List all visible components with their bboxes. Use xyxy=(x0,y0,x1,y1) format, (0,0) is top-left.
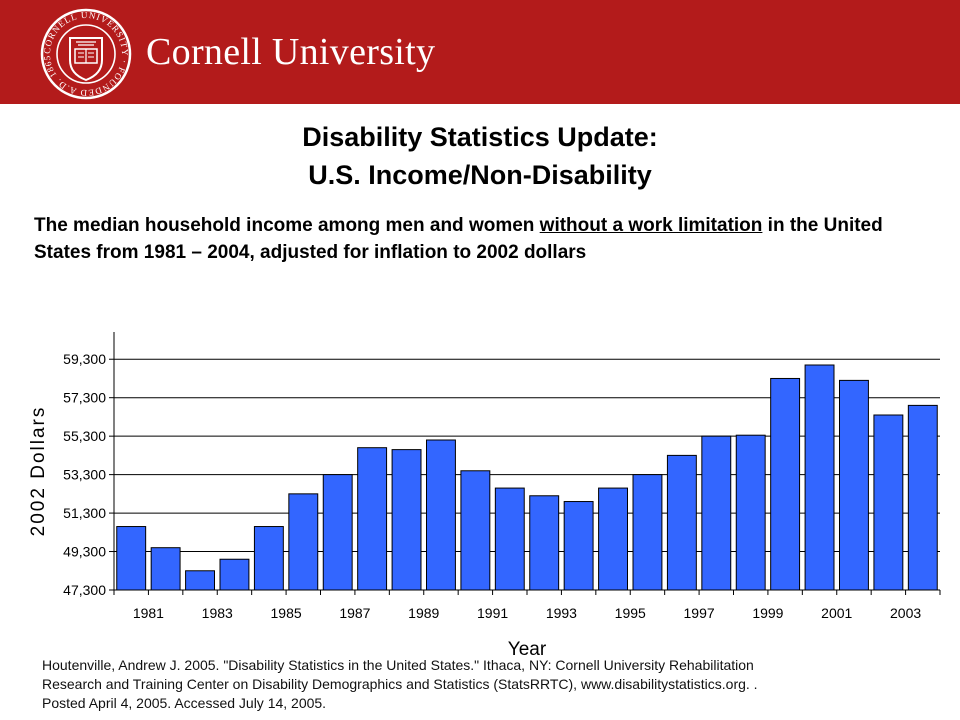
y-tick-label: 59,300 xyxy=(63,351,106,367)
y-tick-label: 55,300 xyxy=(63,428,106,444)
bar-1993 xyxy=(529,495,560,591)
bar-2002 xyxy=(839,379,869,591)
x-tick-label: 1981 xyxy=(133,605,164,621)
y-tick-label: 57,300 xyxy=(63,390,106,406)
bar-1991 xyxy=(460,470,491,591)
y-tick-label: 49,300 xyxy=(63,544,106,560)
description-part-2: in the United States from 1981 – 2004, a… xyxy=(34,215,883,263)
x-tick-label: 1989 xyxy=(408,605,439,621)
bar-1990 xyxy=(426,439,456,591)
grid-layer xyxy=(114,358,940,553)
description-underlined: without a work limitation xyxy=(539,215,763,236)
x-tick-label: 1991 xyxy=(477,605,508,621)
x-tick-label: 1987 xyxy=(339,605,370,621)
income-bar-chart: 47,300 49,300 51,300 53,300 55,300 57,300 59,3… xyxy=(28,332,941,656)
bar-1992 xyxy=(494,487,525,591)
bar-1998 xyxy=(701,435,732,591)
bar-2001 xyxy=(804,364,835,591)
slide-title: Disability Statistics Update: U.S. Incom… xyxy=(0,118,960,194)
bar-1994 xyxy=(563,501,594,591)
title-line-1: Disability Statistics Update: xyxy=(302,122,658,152)
bar-1986 xyxy=(288,493,319,591)
y-tick-label: 51,300 xyxy=(63,505,106,521)
bar-1983 xyxy=(185,570,215,591)
label-layer: 47,300 49,300 51,300 53,300 55,300 57,300 59,3… xyxy=(28,351,921,656)
bar-1989 xyxy=(391,449,422,591)
bar-2003 xyxy=(873,414,904,591)
citation-line-2: Research and Training Center on Disabili… xyxy=(42,676,758,692)
bar-1984 xyxy=(219,558,250,591)
x-tick-label: 2001 xyxy=(821,605,852,621)
x-tick-label: 1983 xyxy=(202,605,233,621)
citation: Houtenville, Andrew J. 2005. "Disability… xyxy=(42,656,942,713)
description-part-1: The median household income among men an… xyxy=(34,215,540,236)
axis-layer xyxy=(109,332,941,595)
y-tick-label: 53,300 xyxy=(63,467,106,483)
bar-1997 xyxy=(666,454,697,591)
bar-1985 xyxy=(253,526,284,591)
bar-1995 xyxy=(598,487,628,591)
bar-layer xyxy=(116,364,938,591)
x-axis-title: Year xyxy=(508,639,547,656)
chart-description: The median household income among men an… xyxy=(34,212,934,266)
bar-1999 xyxy=(735,434,766,591)
citation-line-1: Houtenville, Andrew J. 2005. "Disability… xyxy=(42,657,754,673)
bar-2000 xyxy=(770,377,801,591)
bar-1996 xyxy=(632,474,663,591)
cornell-seal-logo: CORNELL UNIVERSITY · FOUNDED A.D. 1865 · xyxy=(40,8,132,100)
bar-1982 xyxy=(150,547,181,591)
y-tick-label: 47,300 xyxy=(63,582,106,598)
bar-2004 xyxy=(907,404,938,591)
title-line-2: U.S. Income/Non-Disability xyxy=(308,160,652,190)
x-tick-label: 1997 xyxy=(684,605,715,621)
y-axis-title: 2002 Dollars xyxy=(28,406,49,537)
x-tick-label: 1995 xyxy=(615,605,646,621)
header-banner: CORNELL UNIVERSITY · FOUNDED A.D. 1865 ·… xyxy=(0,0,960,104)
university-name: Cornell University xyxy=(146,31,436,73)
citation-line-3: Posted April 4, 2005. Accessed July 14, … xyxy=(42,695,327,711)
x-tick-label: 1999 xyxy=(752,605,783,621)
bar-1988 xyxy=(357,447,388,591)
x-tick-label: 1993 xyxy=(546,605,577,621)
x-tick-label: 2003 xyxy=(890,605,921,621)
bar-1987 xyxy=(322,474,353,591)
bar-1981 xyxy=(116,526,147,591)
x-tick-label: 1985 xyxy=(271,605,302,621)
